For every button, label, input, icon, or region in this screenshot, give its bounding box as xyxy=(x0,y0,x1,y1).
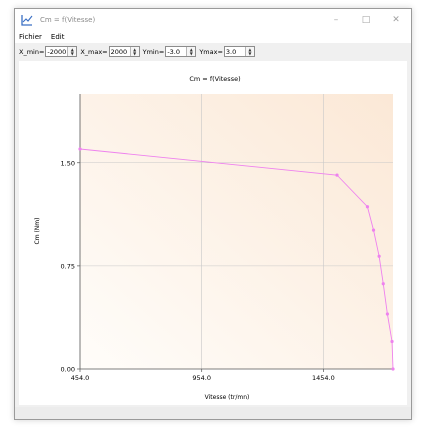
data-point xyxy=(377,254,381,258)
menu-bar: Fichier Edit xyxy=(15,31,411,43)
series-cm xyxy=(78,147,395,371)
y-tick-label: 1.50 xyxy=(61,159,75,167)
chart-app-icon xyxy=(21,13,35,27)
ymin-spinner[interactable]: -3.0 ▲ ▼ xyxy=(165,46,197,57)
data-point xyxy=(390,339,394,344)
menu-fichier[interactable]: Fichier xyxy=(19,33,42,41)
minimize-button[interactable]: – xyxy=(333,15,339,25)
data-point xyxy=(371,228,376,232)
app-window: Cm = f(Vitesse) – □ ✕ Fichier Edit X_min… xyxy=(14,8,412,420)
data-point xyxy=(391,367,395,371)
xmax-value[interactable]: 2000 xyxy=(110,47,128,56)
title-bar[interactable]: Cm = f(Vitesse) – □ ✕ xyxy=(15,9,411,31)
ymin-value[interactable]: -3.0 xyxy=(167,47,180,56)
xmin-spin-arrows-icon[interactable]: ▲ ▼ xyxy=(67,47,77,56)
axis-toolbar: X_min= -2000 ▲ ▼ X_max= 2000 ▲ ▼ Ymin= -3.… xyxy=(15,45,411,58)
chart-panel: 454.0 954.0 1454.0 1.50 0.75 0.00 Cm = f(Vite… xyxy=(19,61,407,405)
ymax-value[interactable]: 3.0 xyxy=(225,47,237,56)
data-point xyxy=(78,147,82,151)
window-title: Cm = f(Vitesse) xyxy=(40,16,96,24)
grid xyxy=(80,94,393,369)
maximize-button[interactable]: □ xyxy=(361,15,371,25)
xmin-value[interactable]: -2000 xyxy=(47,47,67,56)
chart-title: Cm = f(Vitesse) xyxy=(189,75,240,83)
x-tick-label: 1454.0 xyxy=(312,374,335,382)
xmax-label: X_max= xyxy=(80,47,108,56)
line-chart: 454.0 954.0 1454.0 1.50 0.75 0.00 Cm = f(Vite… xyxy=(34,75,395,401)
x-tick-label: 454.0 xyxy=(71,374,90,382)
xmax-spin-arrows-icon[interactable]: ▲ ▼ xyxy=(129,47,139,56)
data-point xyxy=(335,173,339,177)
menu-edit[interactable]: Edit xyxy=(50,33,65,41)
ymax-spinner[interactable]: 3.0 ▲ ▼ xyxy=(223,46,255,57)
data-point xyxy=(365,205,370,209)
ymax-spin-arrows-icon[interactable]: ▲ ▼ xyxy=(244,47,254,56)
y-tick-label: 0.75 xyxy=(61,262,75,270)
x-axis-label: Vitesse (tr/mn) xyxy=(205,394,250,401)
ymax-label: Ymax= xyxy=(199,47,223,56)
close-button[interactable]: ✕ xyxy=(392,15,400,25)
y-tick-label: 0.00 xyxy=(61,366,75,374)
x-tick-label: 954.0 xyxy=(192,374,211,382)
xmin-label: X_min= xyxy=(19,47,45,56)
ymin-spin-arrows-icon[interactable]: ▲ ▼ xyxy=(186,47,196,56)
plot-area xyxy=(80,94,393,369)
y-axis-label: Cm (Nm) xyxy=(34,218,41,245)
xmax-spinner[interactable]: 2000 ▲ ▼ xyxy=(108,46,140,57)
ymin-label: Ymin= xyxy=(142,47,165,56)
data-point xyxy=(385,312,390,316)
data-point xyxy=(381,282,385,286)
xmin-spinner[interactable]: -2000 ▲ ▼ xyxy=(45,46,78,57)
status-bar xyxy=(15,407,411,419)
